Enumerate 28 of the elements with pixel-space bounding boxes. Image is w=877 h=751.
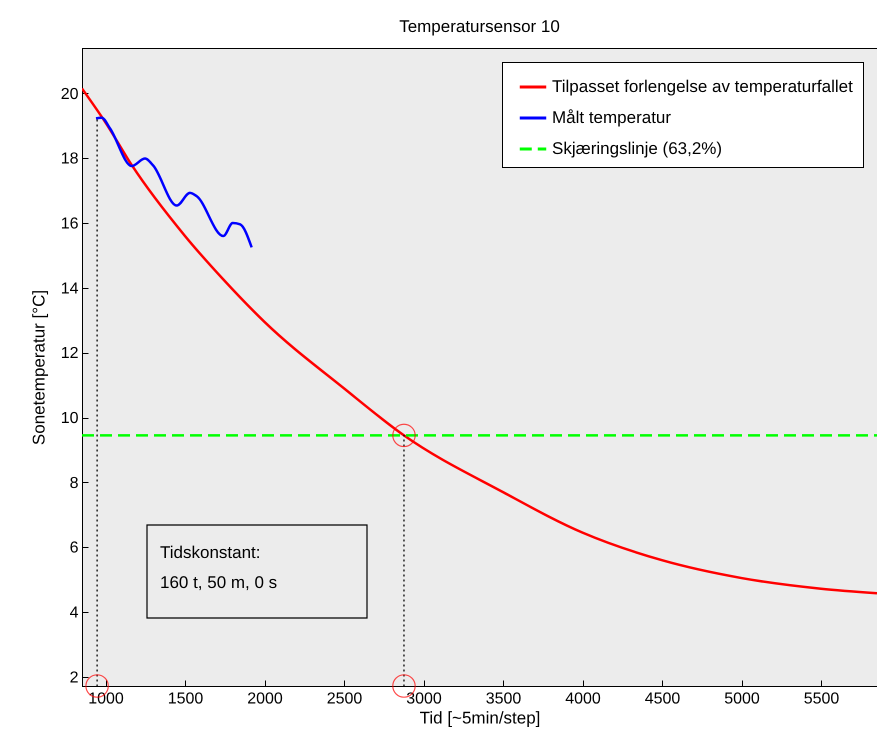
x-tick-label: 5500	[804, 690, 840, 708]
y-tick-label: 8	[70, 474, 79, 492]
y-tick-label: 20	[60, 86, 79, 103]
x-tick-label: 1500	[168, 690, 204, 708]
x-tick-label: 2500	[326, 690, 362, 708]
y-tick-label: 2	[70, 669, 79, 686]
x-tick-label: 3000	[406, 690, 442, 708]
x-axis-title: Tid [~5min/step]	[420, 708, 540, 728]
line-series	[94, 116, 253, 249]
x-tick-label: 1000	[88, 690, 124, 708]
legend-label: Skjæringslinje (63,2%)	[552, 139, 722, 158]
y-tick-label: 18	[60, 150, 79, 168]
y-tick-label: 6	[70, 540, 79, 557]
annotation: Tidskonstant: 160 t, 50 m, 0 s	[160, 543, 278, 592]
x-tick-label: 4000	[565, 690, 601, 708]
y-tick-label: 14	[60, 280, 79, 298]
legend-label: Målt temperatur	[552, 108, 672, 127]
y-tick-label: 12	[60, 345, 79, 362]
y-tick-label: 4	[70, 604, 79, 622]
x-tick-label: 3500	[486, 690, 522, 708]
x-tick-label: 5000	[724, 690, 760, 708]
chart-title: Temperatursensor 10	[399, 17, 560, 36]
x-tick-label: 2000	[247, 690, 283, 708]
legend-label: Tilpasset forlengelse av temperaturfallet	[552, 77, 854, 96]
y-axis-title: Sonetemperatur [°C]	[30, 290, 49, 446]
x-tick-label: 4500	[644, 690, 680, 708]
y-tick-label: 10	[60, 410, 79, 428]
y-tick-label: 16	[60, 216, 79, 233]
